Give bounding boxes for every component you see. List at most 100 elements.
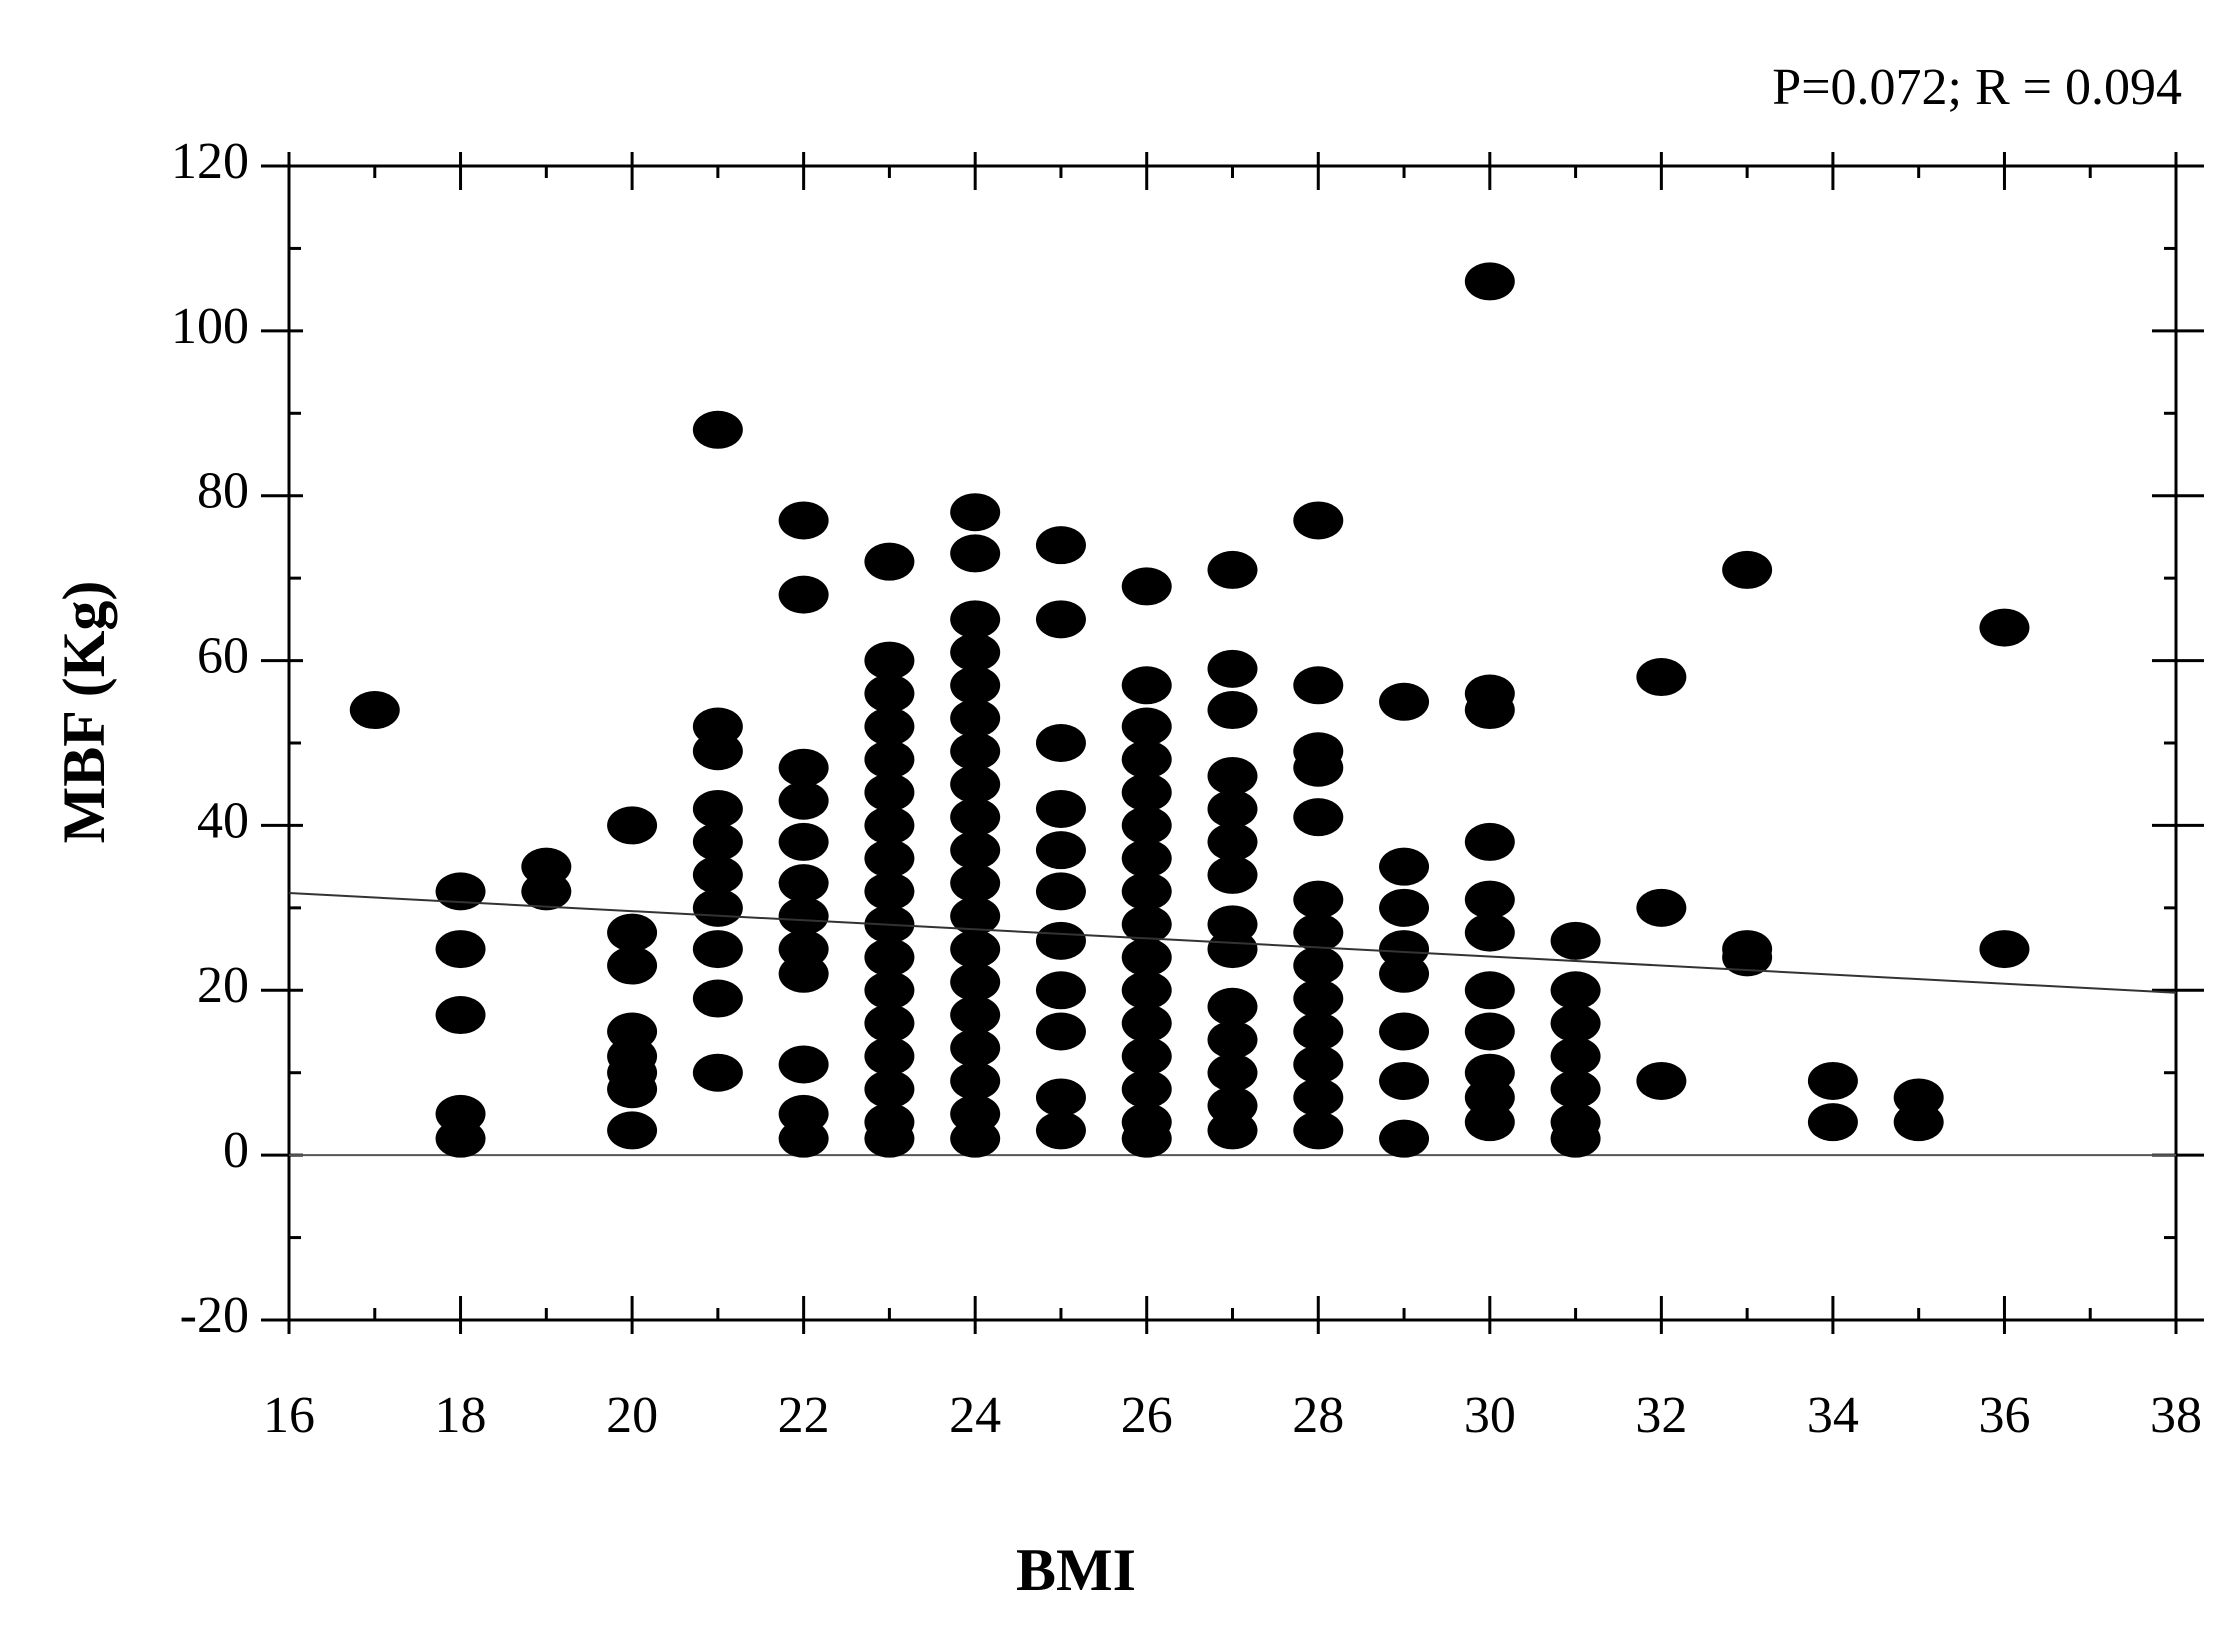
point [1893, 1103, 1944, 1142]
x-tick-label: 16 [263, 1387, 315, 1444]
annotation: P=0.072; R = 0.094 [1772, 59, 2182, 116]
point [1035, 600, 1086, 639]
point [692, 1053, 743, 1092]
point [1379, 1012, 1430, 1051]
point [349, 691, 400, 730]
point [950, 493, 1001, 532]
point [1121, 872, 1172, 911]
point [950, 1119, 1001, 1158]
point [1293, 666, 1344, 705]
point [1121, 740, 1172, 779]
point [1207, 1111, 1258, 1150]
point [864, 971, 915, 1010]
point [950, 831, 1001, 870]
point [692, 822, 743, 861]
point [1035, 724, 1086, 762]
point [1035, 921, 1086, 960]
point [1379, 847, 1430, 886]
point [1379, 682, 1430, 721]
point [1035, 789, 1086, 828]
point [1121, 971, 1172, 1010]
point [1464, 1103, 1515, 1142]
regression-line [288, 892, 2177, 994]
point [950, 930, 1001, 969]
point [692, 930, 743, 969]
x-tick-label: 20 [606, 1387, 658, 1444]
point [864, 542, 915, 581]
point [1207, 987, 1258, 1026]
x-tick-label: 26 [1121, 1387, 1173, 1444]
point [1379, 1119, 1430, 1158]
point [607, 913, 658, 952]
y-tick-label: -20 [180, 1287, 249, 1344]
point [950, 1028, 1001, 1067]
x-tick-label: 22 [778, 1387, 830, 1444]
point [1121, 806, 1172, 845]
point [1636, 658, 1687, 697]
point [1035, 872, 1086, 911]
point [692, 855, 743, 894]
point [864, 674, 915, 713]
x-tick-label: 18 [435, 1387, 487, 1444]
point [435, 872, 486, 911]
point [778, 501, 829, 540]
y-tick-label: 0 [223, 1122, 249, 1179]
point [1035, 971, 1086, 1010]
x-tick-label: 28 [1292, 1387, 1344, 1444]
point [950, 963, 1001, 1002]
point [1293, 880, 1344, 919]
point [1379, 954, 1430, 993]
point [1379, 888, 1430, 927]
point [950, 666, 1001, 705]
point [1035, 1111, 1086, 1150]
point [1121, 567, 1172, 606]
point [1379, 1061, 1430, 1100]
point [864, 1037, 915, 1076]
point [1293, 748, 1344, 787]
point [692, 732, 743, 771]
y-tick-label: 20 [197, 957, 249, 1014]
point [1121, 905, 1172, 944]
point [1293, 946, 1344, 985]
point [864, 806, 915, 845]
point [1550, 1119, 1601, 1158]
point [1979, 608, 2030, 647]
point [1722, 938, 1773, 977]
x-axis-label: BMI [1016, 1537, 1136, 1603]
point [1293, 979, 1344, 1018]
point [1207, 691, 1258, 730]
point [778, 864, 829, 903]
point [1464, 913, 1515, 952]
point [1636, 888, 1687, 927]
point [1293, 501, 1344, 540]
point [1293, 1012, 1344, 1051]
point [435, 1119, 486, 1158]
point [1121, 1037, 1172, 1076]
point [778, 1045, 829, 1084]
point [607, 946, 658, 985]
point [950, 633, 1001, 672]
point [864, 1004, 915, 1043]
point [1636, 1061, 1687, 1100]
point [950, 897, 1001, 936]
point [950, 798, 1001, 837]
point [1293, 798, 1344, 837]
point [864, 641, 915, 680]
point [950, 699, 1001, 738]
point [1464, 971, 1515, 1010]
point [778, 1119, 829, 1158]
point [1121, 1004, 1172, 1043]
point [1293, 1111, 1344, 1150]
x-tick-label: 24 [949, 1387, 1001, 1444]
point [950, 864, 1001, 903]
point [1121, 666, 1172, 705]
point [1979, 930, 2030, 969]
point [1207, 1020, 1258, 1059]
point [864, 707, 915, 746]
point [607, 1070, 658, 1109]
point [1121, 1119, 1172, 1158]
point [1550, 1004, 1601, 1043]
point [950, 996, 1001, 1035]
